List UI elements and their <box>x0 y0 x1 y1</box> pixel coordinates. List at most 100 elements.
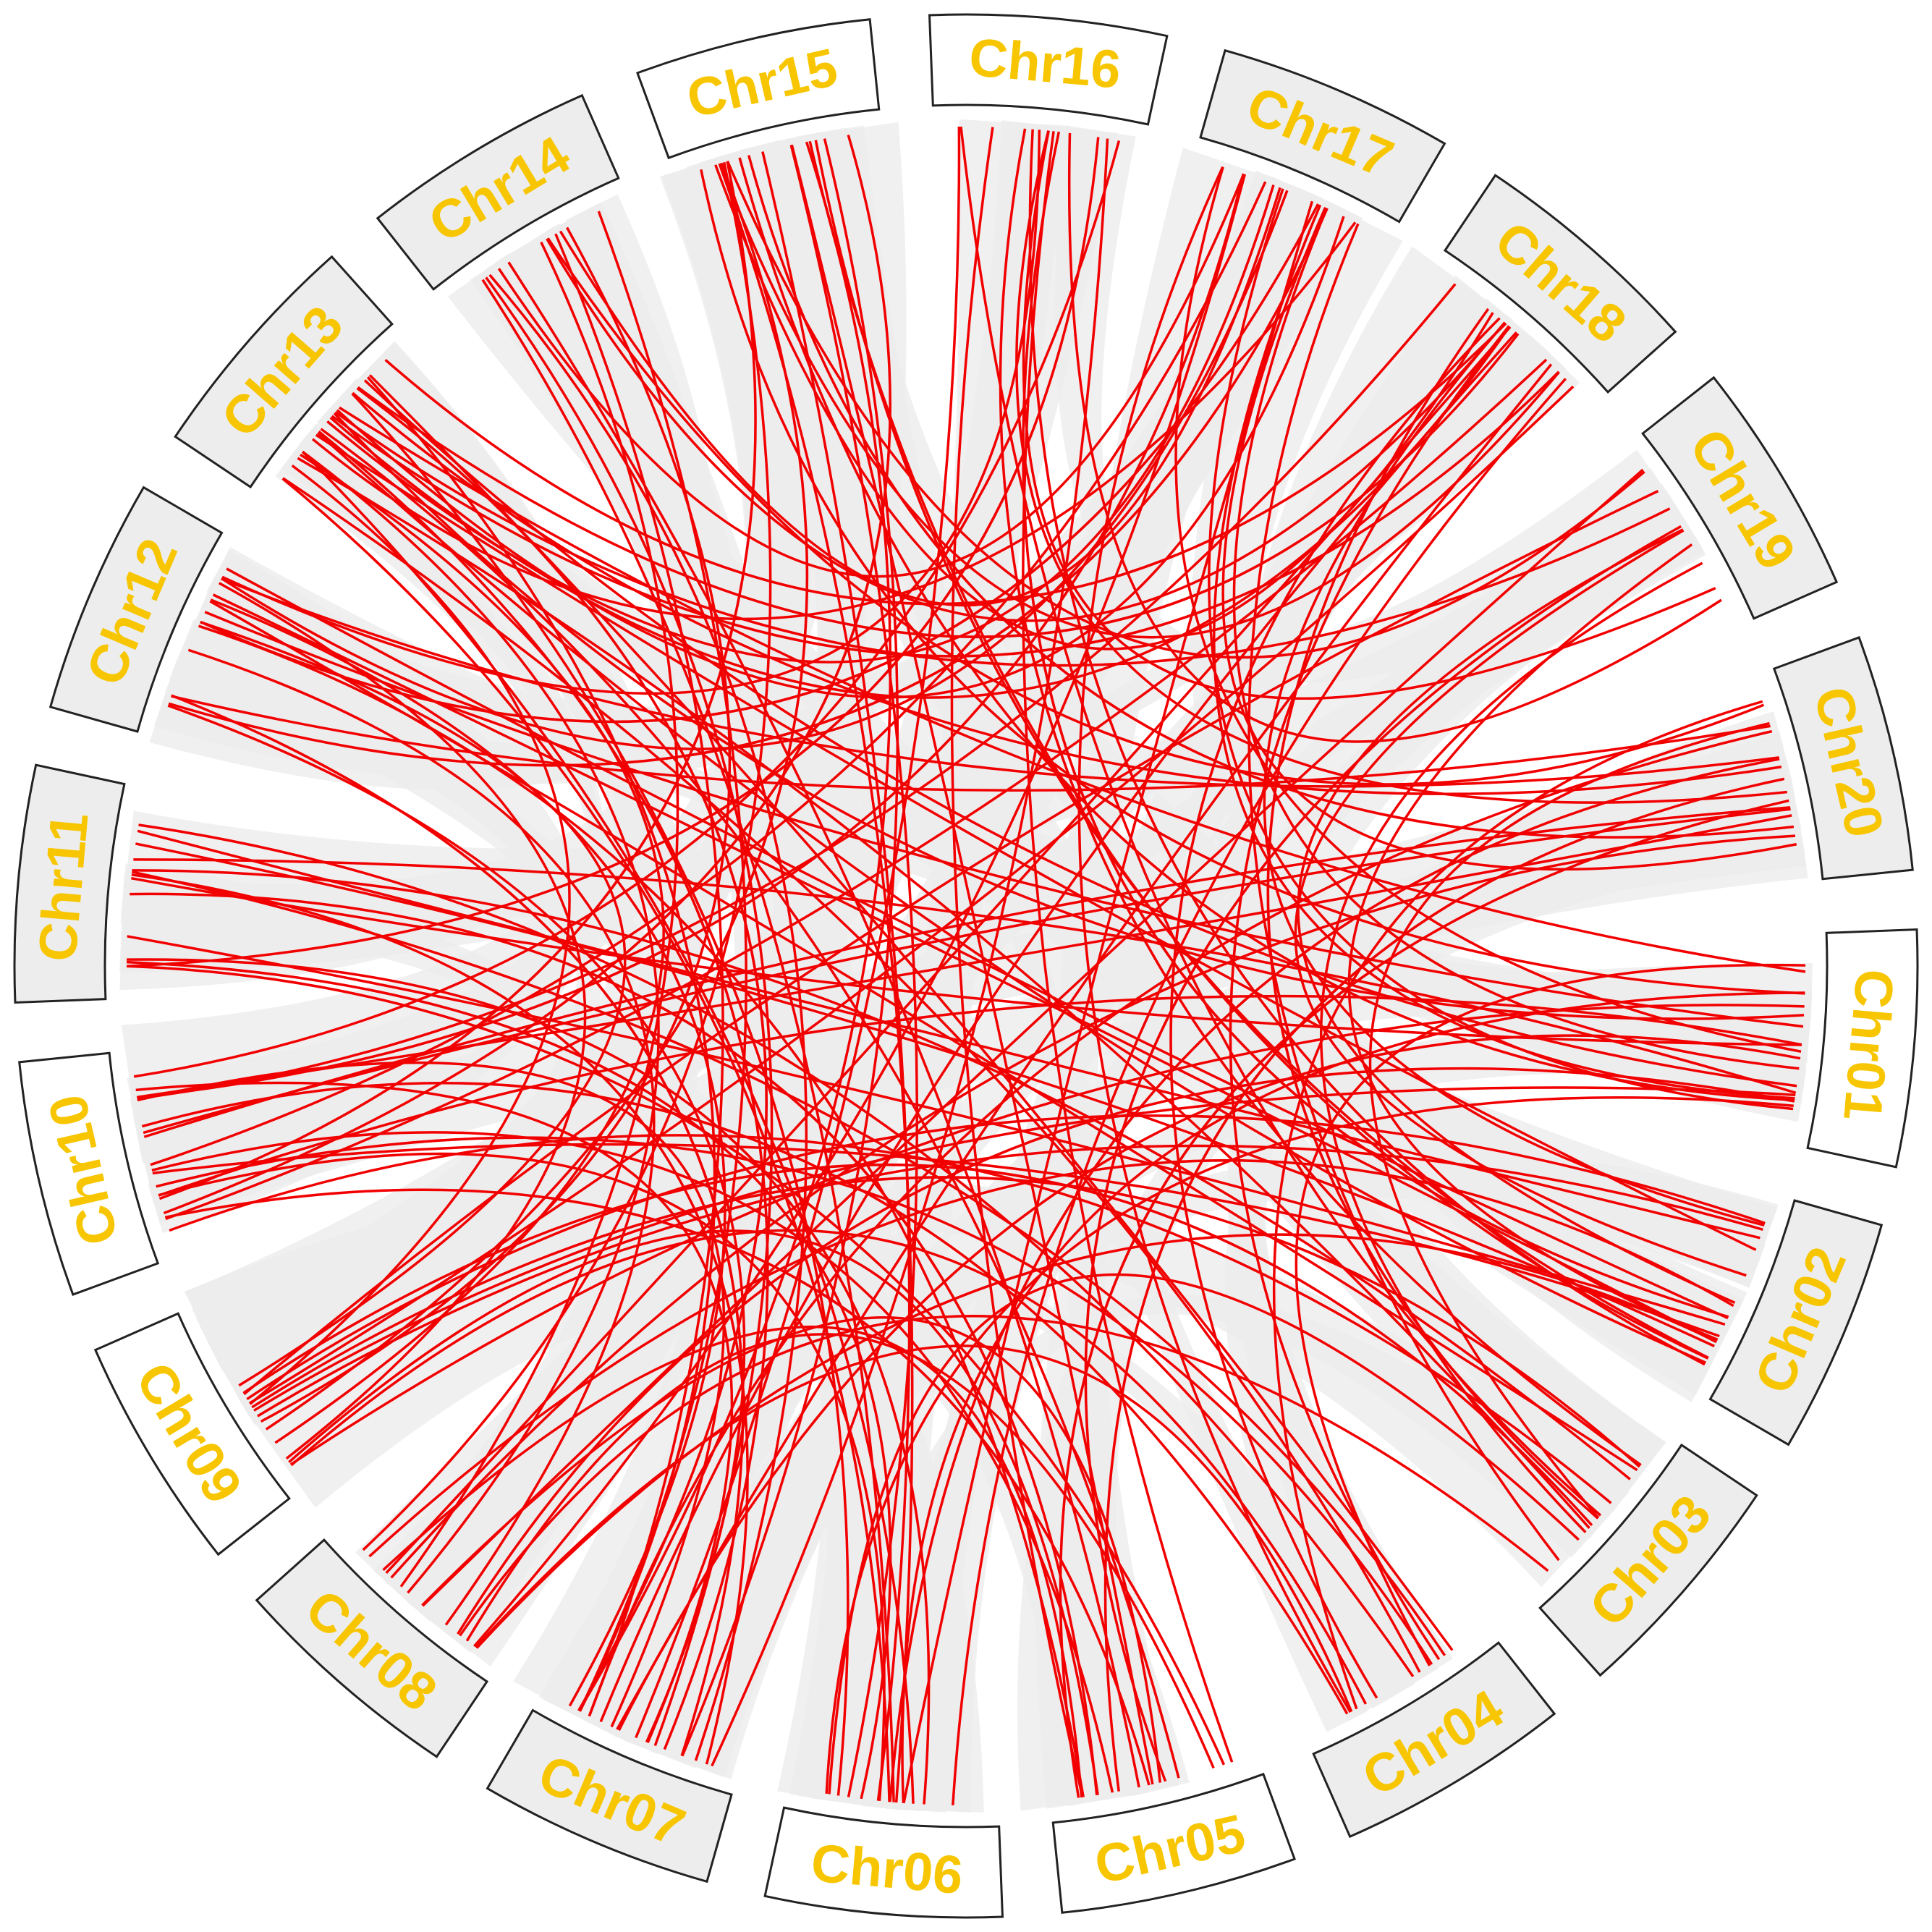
red-link <box>158 1152 886 1801</box>
red-link <box>339 406 1806 973</box>
red-link <box>1229 325 1510 1661</box>
chromosome-box <box>255 1538 489 1758</box>
red-link <box>475 1233 1718 1649</box>
red-link <box>133 858 1797 1094</box>
red-link <box>617 1034 1801 1731</box>
red-link <box>761 151 911 1801</box>
red-link <box>127 935 1726 1326</box>
chromosome-box <box>1199 48 1446 224</box>
red-link <box>362 161 772 1551</box>
red-link <box>249 464 571 1405</box>
red-links <box>126 126 1806 1805</box>
gray-ribbon <box>1017 774 1805 1811</box>
chromosome-label: Chr06 <box>809 1832 965 1905</box>
red-link <box>297 457 1590 1529</box>
red-link <box>135 842 1715 1347</box>
red-link <box>137 1061 726 1728</box>
red-link <box>126 960 892 1800</box>
chromosome-box <box>1641 376 1839 620</box>
red-link <box>1022 131 1234 1763</box>
red-link <box>248 385 1575 1404</box>
red-link <box>577 141 892 1712</box>
red-link <box>459 1315 1549 1637</box>
red-link <box>599 331 1518 1723</box>
red-link <box>1022 131 1729 1318</box>
red-link <box>399 241 679 1588</box>
red-link <box>952 378 1567 1805</box>
red-link <box>718 163 914 1803</box>
chromosome-box <box>1806 928 1919 1169</box>
red-link <box>546 237 1765 786</box>
chromosome-boxes: Chr16Chr17Chr18Chr19Chr20Chr01Chr02Chr03… <box>13 13 1919 1919</box>
red-link <box>481 279 895 1802</box>
red-link <box>1077 166 1352 1713</box>
red-link <box>152 1143 1720 1338</box>
red-link <box>1067 132 1722 743</box>
red-link <box>260 226 731 1423</box>
red-link <box>635 127 961 1739</box>
chromosome-box <box>636 18 881 160</box>
red-link <box>138 823 1415 1677</box>
chromosome-label: Chr11 <box>27 810 100 964</box>
chromosome-box <box>48 486 224 733</box>
red-link <box>825 1096 1794 1794</box>
chromosome-label: Chr01 <box>1832 967 1905 1123</box>
red-link <box>368 1158 1734 1558</box>
chromosome-box <box>93 1312 291 1556</box>
red-link <box>168 208 1329 767</box>
red-link <box>546 238 1507 622</box>
chromosome-box <box>1051 1772 1296 1914</box>
red-link <box>326 185 1275 664</box>
red-link <box>137 814 1792 1099</box>
chromosome-box <box>18 1051 160 1296</box>
red-link <box>221 130 1041 695</box>
red-link <box>311 221 1357 621</box>
red-link <box>1084 525 1682 1782</box>
gray-ribbon <box>298 378 1813 1103</box>
red-link <box>320 428 1180 1779</box>
chromosome-box <box>763 1806 1004 1919</box>
red-link <box>351 392 850 1796</box>
red-link <box>221 190 1289 750</box>
red-link <box>198 624 1085 1797</box>
red-link <box>131 876 1802 1046</box>
red-link <box>257 1144 1763 1418</box>
red-link <box>137 829 1761 1240</box>
red-link <box>137 283 1457 1101</box>
chromosome-box <box>174 255 394 489</box>
red-link <box>738 157 1795 1102</box>
red-link <box>336 216 1345 699</box>
gray-ribbon <box>447 253 1745 1395</box>
chromosome-box <box>13 763 126 1004</box>
red-link <box>1022 130 1716 700</box>
red-link <box>588 729 1773 1717</box>
red-link <box>200 621 627 1387</box>
red-link <box>221 577 1779 788</box>
red-link <box>158 161 757 1200</box>
red-link <box>747 155 1795 839</box>
gray-ribbon <box>120 483 1705 928</box>
gray-ribbon <box>244 1253 1190 1807</box>
red-link <box>187 648 656 1626</box>
red-link <box>200 203 1320 724</box>
red-link <box>1247 223 1560 1562</box>
red-link <box>333 412 1805 1020</box>
red-link <box>384 322 1507 606</box>
red-link <box>1174 166 1802 1053</box>
red-link <box>828 1273 1580 1795</box>
red-link <box>133 140 1121 1078</box>
red-link <box>156 1136 1433 1666</box>
red-link <box>889 758 1780 1802</box>
chromosome-box <box>486 1708 733 1884</box>
red-link <box>218 582 587 1460</box>
red-link <box>334 411 1671 667</box>
red-link <box>1294 529 1747 1277</box>
red-link <box>290 1229 1368 1705</box>
chromosome-box <box>1312 1641 1556 1839</box>
red-link <box>999 128 1642 1467</box>
red-link <box>808 140 1709 1360</box>
red-link <box>246 1114 1766 1400</box>
chromosome-box <box>1443 174 1677 394</box>
red-link <box>226 567 1729 1320</box>
red-link <box>578 211 747 1712</box>
